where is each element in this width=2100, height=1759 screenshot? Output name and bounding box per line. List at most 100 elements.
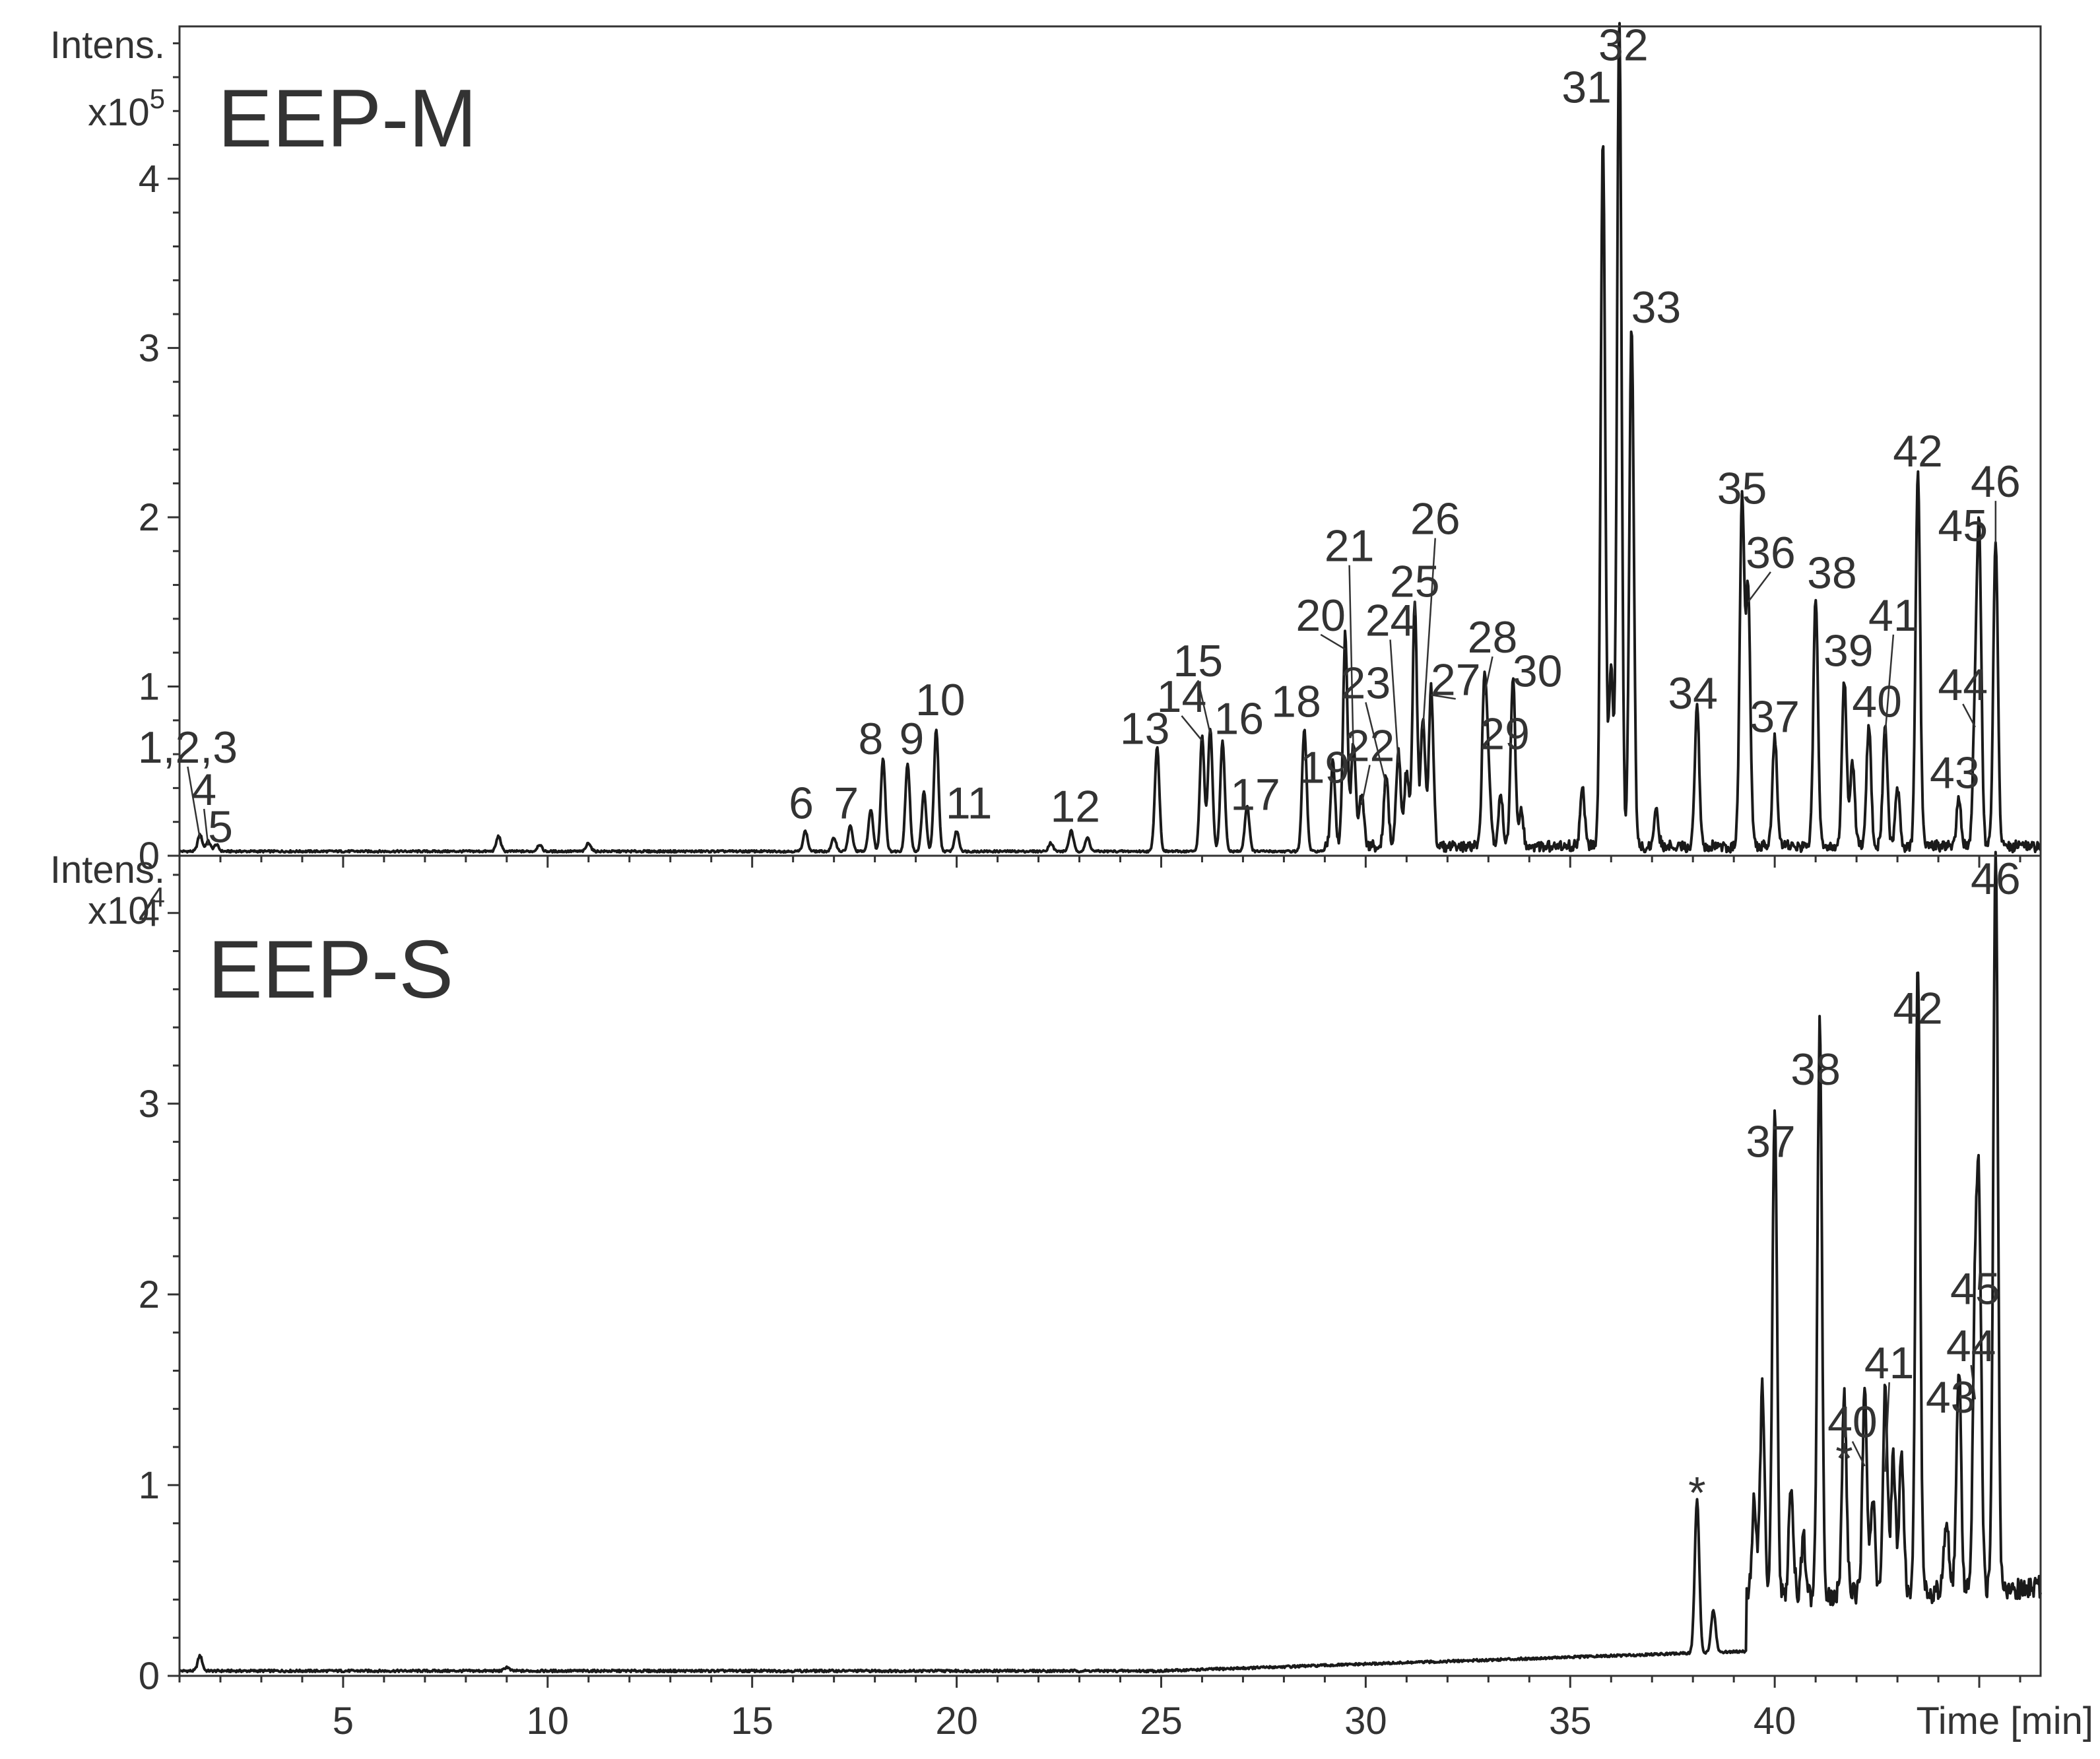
peak-label: 7 — [834, 779, 859, 829]
peak-label: 19 — [1300, 743, 1350, 793]
panel-eep-m-y-tick-label: 3 — [139, 327, 160, 369]
peak-label: 33 — [1631, 282, 1682, 333]
peak-label: 24 — [1365, 596, 1416, 646]
peak-label: 36 — [1746, 528, 1796, 578]
peak-label-leader — [1365, 702, 1387, 785]
peak-label-leader — [1962, 703, 1976, 728]
peak-label-leader — [1422, 538, 1436, 729]
peak-label-leader — [203, 808, 209, 846]
x-tick-labels: 5 10 15 20 25 30 35 40 — [333, 1700, 1796, 1743]
panel-eep-m-y-tick-label: 2 — [139, 496, 160, 539]
peak-label: 42 — [1893, 983, 1943, 1033]
peak-label: 15 — [1173, 636, 1223, 686]
peak-label: 21 — [1325, 521, 1375, 571]
peak-label: 31 — [1561, 62, 1612, 112]
peak-label: 32 — [1598, 20, 1649, 70]
peak-label-leader — [1970, 1364, 1977, 1399]
peak-label: 41 — [1864, 1338, 1915, 1388]
peak-label: 23 — [1341, 658, 1391, 708]
x-tick-label: 35 — [1549, 1700, 1592, 1743]
peak-label-leader — [1884, 1382, 1890, 1472]
panel-eep-s-traces — [178, 850, 2042, 1674]
panel-eep-s-y-axis-label: Intens. — [50, 848, 165, 891]
panel-eep-s-title: EEP-S — [208, 924, 453, 1015]
peak-label: 16 — [1214, 693, 1264, 744]
panel-eep-m-y-tick-label: 4 — [139, 158, 160, 201]
panel-eep-s-y-scale-label: x104 — [88, 881, 165, 932]
peak-label: 13 — [1120, 704, 1170, 754]
peak-label-leader — [1360, 765, 1371, 806]
peak-label-leader — [1431, 694, 1456, 700]
peak-label: 12 — [1050, 782, 1100, 832]
panel-eep-s-y-tick-label: 0 — [139, 1655, 160, 1698]
peak-label: 29 — [1480, 709, 1530, 759]
peak-label: 6 — [789, 779, 814, 829]
peak-label-leader — [1747, 571, 1771, 602]
peak-label-leader — [1851, 1441, 1866, 1467]
peak-label-leader — [1483, 656, 1493, 695]
peak-label: * — [1688, 1468, 1705, 1518]
peak-label: 4 — [191, 765, 216, 815]
panel-eep-s-x-ticks — [178, 1676, 2021, 1688]
peak-label-leader — [1197, 680, 1212, 734]
peak-label: 38 — [1807, 548, 1857, 598]
panel-eep-m-trace — [178, 22, 2042, 854]
x-tick-label: 20 — [935, 1700, 978, 1743]
x-axis-label: Time [min] — [1916, 1700, 2093, 1743]
x-tick-label: 30 — [1344, 1700, 1387, 1743]
panel-eep-m-traces — [178, 22, 2042, 854]
peak-label: 44 — [1938, 660, 1988, 710]
peak-label: 30 — [1513, 646, 1563, 696]
peak-label: 11 — [946, 779, 993, 829]
panel-eep-s-trace — [178, 850, 2042, 1674]
peak-label-leader — [187, 766, 201, 839]
x-tick-label: 40 — [1754, 1700, 1796, 1743]
peak-label-leader — [1884, 634, 1895, 734]
peak-label: 38 — [1790, 1044, 1841, 1095]
peak-label: 42 — [1893, 426, 1943, 476]
peak-label: 28 — [1468, 612, 1518, 662]
panel-eep-m-x-ticks — [178, 856, 2021, 868]
panel-eep-s-y-tick-label: 1 — [139, 1464, 160, 1507]
peak-label: 45 — [1950, 1263, 2000, 1314]
peak-label: 27 — [1431, 655, 1481, 705]
x-tick-label: 15 — [731, 1700, 773, 1743]
x-tick-label: 25 — [1140, 1700, 1183, 1743]
panel-eep-m-y-axis-label: Intens. — [50, 24, 165, 67]
panel-eep-s-y-tick-label: 2 — [139, 1273, 160, 1316]
x-tick-label: 10 — [527, 1700, 570, 1743]
peak-label: 40 — [1852, 677, 1902, 727]
peak-label: 20 — [1296, 591, 1346, 641]
peak-label: 17 — [1230, 770, 1280, 820]
peak-label: 10 — [915, 675, 966, 725]
peak-label: 43 — [1930, 748, 1980, 798]
peak-label: 37 — [1746, 1117, 1796, 1167]
peak-label: 39 — [1823, 626, 1874, 676]
panel-eep-m-y-tick-label: 0 — [139, 835, 160, 878]
panel-eep-m-y-ticks: 0 1 2 3 4 — [139, 42, 180, 878]
peak-label: 26 — [1410, 494, 1460, 544]
peak-label: 40 — [1827, 1397, 1878, 1448]
peak-label: 8 — [859, 714, 884, 764]
peak-label: 37 — [1750, 692, 1800, 742]
peak-label-leader — [1320, 633, 1346, 651]
panel-eep-m-y-tick-label: 1 — [139, 665, 160, 708]
peak-label: 5 — [208, 802, 233, 852]
panel-eep-s-y-tick-label: 3 — [139, 1083, 160, 1126]
peak-label-leader — [1389, 639, 1400, 763]
x-tick-label: 5 — [333, 1700, 354, 1743]
peak-label: 14 — [1157, 672, 1207, 722]
peak-label-leader — [1181, 715, 1203, 742]
peak-label: 45 — [1938, 501, 1988, 551]
panel-eep-m-y-scale-label: x105 — [88, 83, 165, 134]
peak-label: * — [1835, 1434, 1853, 1484]
peak-label: 34 — [1668, 668, 1718, 719]
peak-label: 35 — [1717, 463, 1767, 513]
peak-label: 43 — [1926, 1372, 1976, 1423]
peak-label: 46 — [1971, 854, 2021, 904]
peak-label: 1,2,3 — [138, 722, 238, 773]
